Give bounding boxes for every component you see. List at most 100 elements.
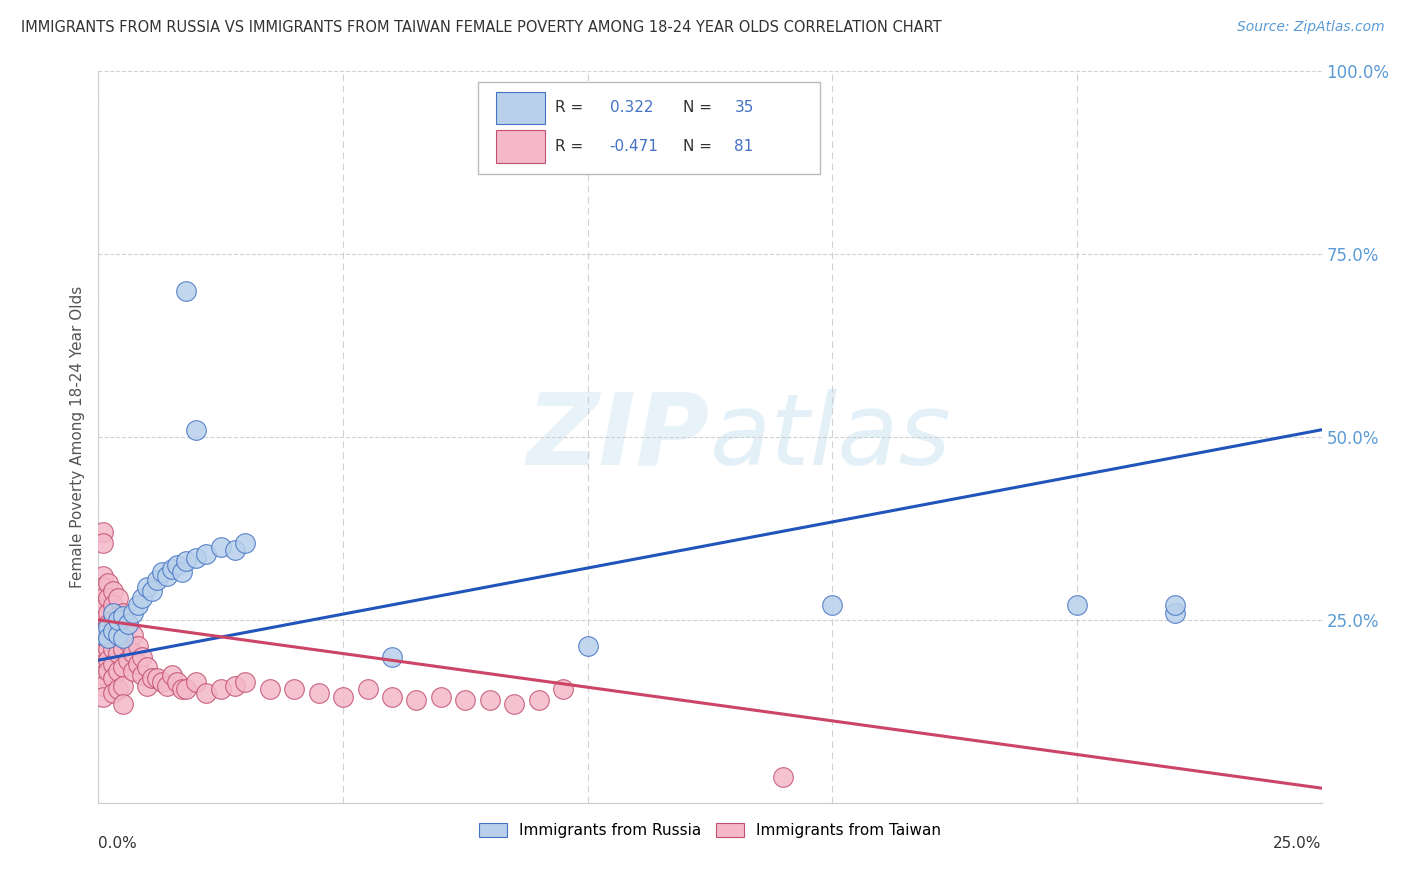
Point xyxy=(186,550,208,565)
Text: R =: R = xyxy=(555,139,588,154)
Point xyxy=(101,686,124,700)
Point xyxy=(176,284,198,298)
Point xyxy=(91,525,114,540)
Point xyxy=(127,657,149,671)
Text: N =: N = xyxy=(683,139,717,154)
Text: IMMIGRANTS FROM RUSSIA VS IMMIGRANTS FROM TAIWAN FEMALE POVERTY AMONG 18-24 YEAR: IMMIGRANTS FROM RUSSIA VS IMMIGRANTS FRO… xyxy=(21,20,942,35)
Point xyxy=(107,664,129,678)
Point xyxy=(91,646,114,660)
Point xyxy=(127,599,149,613)
Point xyxy=(91,569,114,583)
Point xyxy=(141,583,163,598)
Point xyxy=(101,613,124,627)
Point xyxy=(101,606,124,620)
Point xyxy=(91,667,114,681)
Point xyxy=(233,536,256,550)
Point xyxy=(166,558,188,573)
Text: 35: 35 xyxy=(734,101,754,115)
Point xyxy=(117,616,139,631)
Point xyxy=(121,606,143,620)
Text: 25.0%: 25.0% xyxy=(1274,836,1322,851)
Point xyxy=(107,609,129,624)
Point xyxy=(150,566,173,580)
Point xyxy=(553,682,575,697)
Point xyxy=(91,591,114,605)
Point xyxy=(107,613,129,627)
Point xyxy=(146,672,169,686)
Point xyxy=(478,693,501,707)
Point xyxy=(121,664,143,678)
Point xyxy=(527,693,550,707)
Point xyxy=(195,686,218,700)
Point xyxy=(1066,599,1088,613)
Point xyxy=(97,576,120,591)
Point xyxy=(170,682,193,697)
Point xyxy=(503,697,526,711)
Text: 0.0%: 0.0% xyxy=(98,836,138,851)
Point xyxy=(91,624,114,638)
Point xyxy=(111,642,134,657)
Text: atlas: atlas xyxy=(710,389,952,485)
Point xyxy=(97,616,120,631)
Point xyxy=(166,675,188,690)
Point xyxy=(224,679,246,693)
Text: ZIP: ZIP xyxy=(527,389,710,485)
Point xyxy=(91,613,114,627)
Text: N =: N = xyxy=(683,101,717,115)
Point xyxy=(186,675,208,690)
Point xyxy=(97,606,120,620)
Point xyxy=(91,627,114,641)
Point xyxy=(131,667,153,681)
Point xyxy=(111,609,134,624)
Point xyxy=(107,646,129,660)
Point xyxy=(107,682,129,697)
Point xyxy=(156,569,179,583)
Text: -0.471: -0.471 xyxy=(610,139,658,154)
Point xyxy=(1164,599,1187,613)
Point xyxy=(91,635,114,649)
Point xyxy=(117,653,139,667)
Point xyxy=(97,653,120,667)
Point xyxy=(117,616,139,631)
Point xyxy=(308,686,330,700)
Point xyxy=(107,627,129,641)
Point xyxy=(91,536,114,550)
Point xyxy=(381,690,404,704)
Point xyxy=(111,606,134,620)
Point xyxy=(97,632,120,646)
Point xyxy=(160,562,183,576)
Point xyxy=(101,599,124,613)
Point xyxy=(111,632,134,646)
Point xyxy=(233,675,256,690)
Point xyxy=(209,540,232,554)
Text: R =: R = xyxy=(555,101,588,115)
Point xyxy=(121,646,143,660)
Point xyxy=(176,682,198,697)
Point xyxy=(91,690,114,704)
Point xyxy=(170,566,193,580)
Point xyxy=(101,657,124,671)
Point xyxy=(97,664,120,678)
Point xyxy=(430,690,453,704)
Point xyxy=(101,583,124,598)
Point xyxy=(91,602,114,616)
Point xyxy=(91,580,114,594)
Point xyxy=(141,672,163,686)
Point xyxy=(136,580,159,594)
Point xyxy=(101,672,124,686)
Point xyxy=(117,635,139,649)
Point xyxy=(107,591,129,605)
Point xyxy=(156,679,179,693)
Point xyxy=(332,690,354,704)
Point xyxy=(224,543,246,558)
Point xyxy=(131,591,153,605)
Text: Source: ZipAtlas.com: Source: ZipAtlas.com xyxy=(1237,20,1385,34)
Point xyxy=(107,627,129,641)
Point xyxy=(97,620,120,634)
FancyBboxPatch shape xyxy=(478,82,820,174)
Point xyxy=(136,660,159,674)
Point xyxy=(111,679,134,693)
Point xyxy=(111,660,134,674)
Point xyxy=(259,682,281,697)
Point xyxy=(97,632,120,646)
